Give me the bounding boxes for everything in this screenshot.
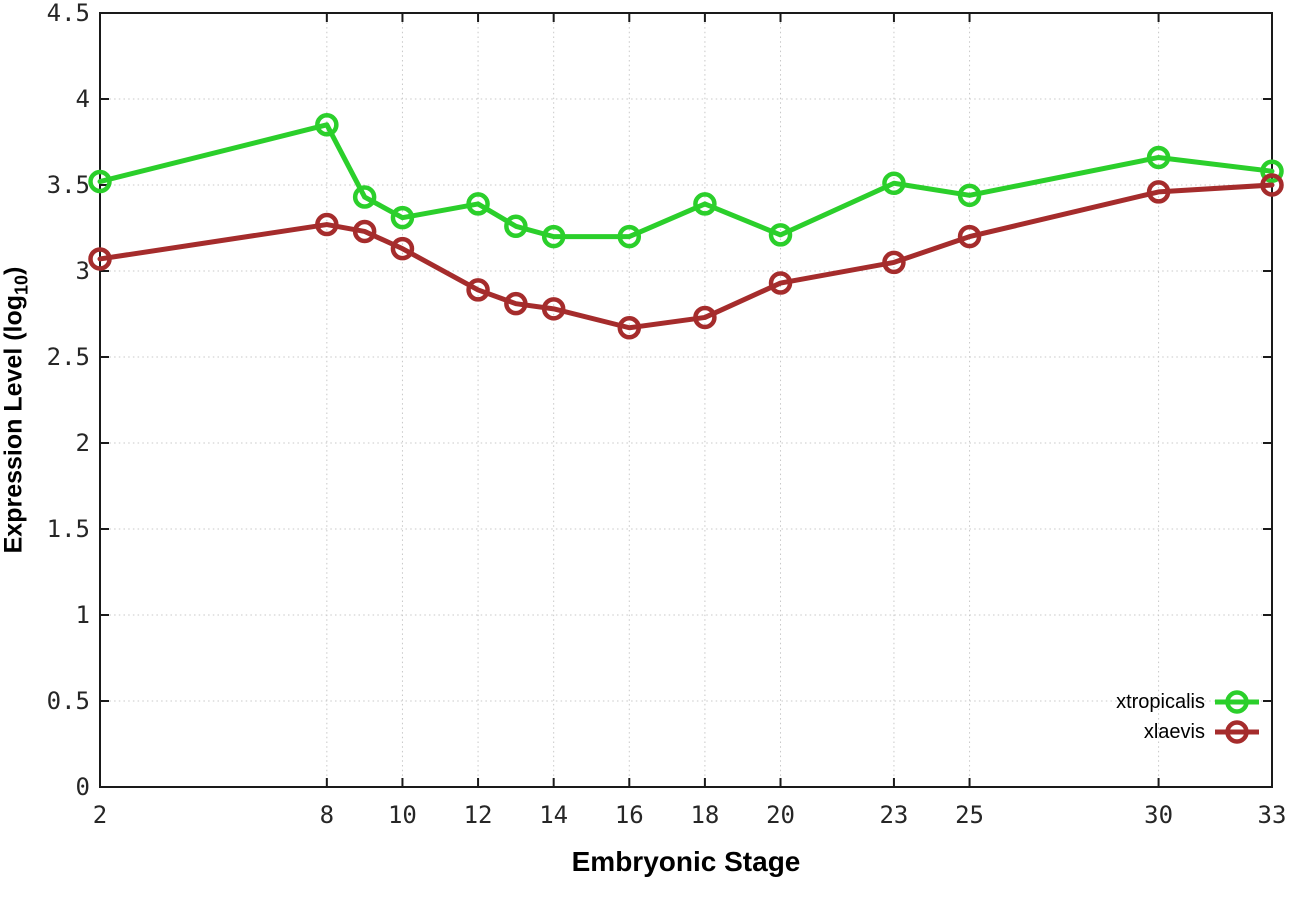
data-point-xtropicalis-10 bbox=[390, 205, 415, 230]
y-tick-label-1.5: 1.5 bbox=[47, 515, 90, 543]
y-axis-title-text: Expression Level (log bbox=[0, 294, 28, 554]
y-tick-label-3.5: 3.5 bbox=[47, 171, 90, 199]
data-point-xlaevis-33 bbox=[1260, 173, 1284, 197]
data-point-xtropicalis-14 bbox=[541, 224, 566, 249]
data-point-xlaevis-20 bbox=[768, 271, 793, 295]
x-tick-label-14: 14 bbox=[539, 801, 568, 829]
y-tick-label-3: 3 bbox=[76, 257, 90, 285]
x-tick-label-12: 12 bbox=[464, 801, 493, 829]
data-point-xtropicalis-2 bbox=[88, 169, 112, 194]
legend-sample-marker bbox=[1225, 690, 1249, 714]
y-tick-label-2.5: 2.5 bbox=[47, 343, 90, 371]
data-point-xtropicalis-13 bbox=[504, 214, 528, 239]
data-point-xlaevis-18 bbox=[693, 305, 717, 330]
x-tick-label-23: 23 bbox=[879, 801, 908, 829]
y-tick-label-0.5: 0.5 bbox=[47, 687, 90, 715]
legend-sample-marker bbox=[1225, 720, 1249, 744]
y-tick-label-1: 1 bbox=[76, 601, 90, 629]
data-point-xtropicalis-8 bbox=[315, 113, 339, 137]
data-point-xlaevis-30 bbox=[1146, 180, 1171, 204]
data-point-xlaevis-13 bbox=[504, 291, 528, 316]
data-point-xtropicalis-23 bbox=[882, 171, 906, 196]
y-axis-title-subscript: 10 bbox=[11, 274, 32, 295]
legend-sample-line-icon bbox=[1215, 720, 1259, 744]
y-tick-label-0: 0 bbox=[76, 773, 90, 801]
x-axis-title: Embryonic Stage bbox=[571, 846, 801, 877]
data-point-xlaevis-23 bbox=[882, 250, 906, 275]
x-tick-label-16: 16 bbox=[615, 801, 644, 829]
legend-label-xlaevis: xlaevis bbox=[1143, 720, 1205, 743]
y-axis-title: Expression Level (log10) bbox=[0, 267, 33, 554]
data-point-xlaevis-9 bbox=[352, 219, 377, 244]
data-point-xtropicalis-25 bbox=[957, 183, 982, 208]
y-tick-label-2: 2 bbox=[76, 429, 90, 457]
y-tick-label-4.5: 4.5 bbox=[47, 0, 90, 27]
data-point-xlaevis-2 bbox=[88, 247, 112, 271]
data-point-xtropicalis-9 bbox=[352, 185, 377, 209]
x-tick-label-2: 2 bbox=[93, 801, 107, 829]
series-line-xtropicalis bbox=[97, 122, 1275, 240]
data-point-xlaevis-12 bbox=[466, 278, 490, 302]
data-point-xtropicalis-20 bbox=[768, 223, 793, 247]
x-tick-label-25: 25 bbox=[955, 801, 984, 829]
data-point-xlaevis-14 bbox=[541, 297, 566, 321]
data-point-xlaevis-25 bbox=[957, 224, 982, 249]
x-tick-label-30: 30 bbox=[1144, 801, 1173, 829]
x-tick-label-8: 8 bbox=[320, 801, 334, 829]
legend-sample-line-icon bbox=[1215, 690, 1259, 714]
data-point-xtropicalis-33 bbox=[1260, 159, 1284, 183]
data-point-xtropicalis-16 bbox=[617, 224, 642, 249]
y-axis-title-suffix: ) bbox=[0, 266, 28, 275]
legend: xtropicalis xlaevis bbox=[1116, 687, 1260, 747]
data-point-xlaevis-16 bbox=[617, 316, 642, 340]
data-point-xtropicalis-30 bbox=[1146, 145, 1171, 170]
legend-label-xtropicalis: xtropicalis bbox=[1116, 690, 1205, 713]
x-tick-label-10: 10 bbox=[388, 801, 417, 829]
data-point-xtropicalis-12 bbox=[466, 192, 490, 216]
plot-border bbox=[99, 12, 1273, 788]
legend-item-xlaevis: xlaevis bbox=[1144, 717, 1260, 747]
y-tick-label-4: 4 bbox=[76, 85, 90, 113]
data-point-xtropicalis-18 bbox=[693, 192, 717, 216]
x-tick-label-20: 20 bbox=[766, 801, 795, 829]
data-point-xlaevis-8 bbox=[315, 212, 339, 237]
x-tick-label-33: 33 bbox=[1258, 801, 1287, 829]
x-tick-label-18: 18 bbox=[690, 801, 719, 829]
series-line-xlaevis bbox=[97, 182, 1275, 331]
data-point-xlaevis-10 bbox=[390, 236, 415, 261]
legend-item-xtropicalis: xtropicalis bbox=[1116, 687, 1260, 717]
